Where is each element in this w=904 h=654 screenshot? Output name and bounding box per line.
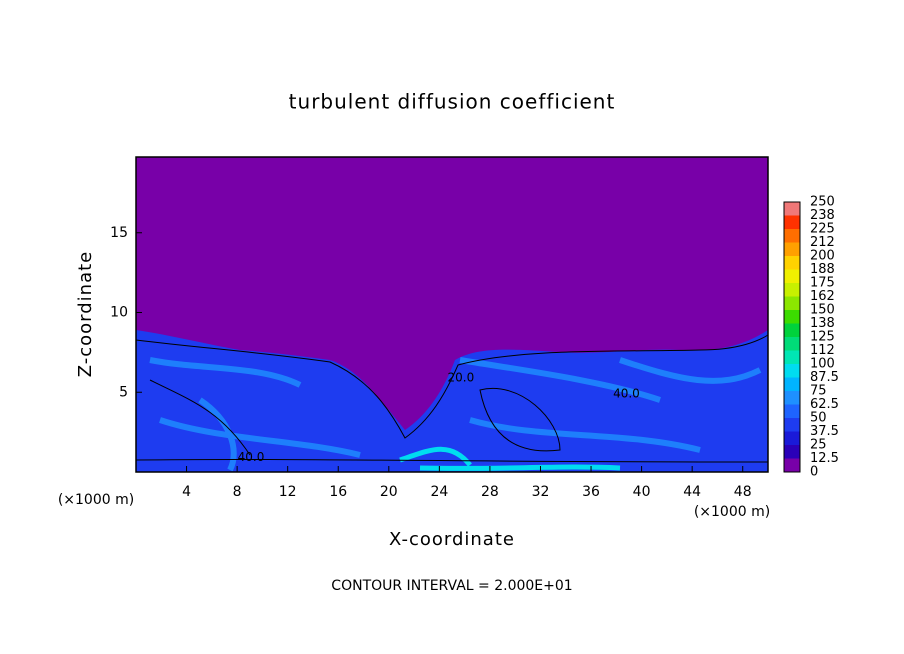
plot-frame xyxy=(135,156,769,473)
colorbar-label: 62.5 xyxy=(810,397,839,412)
colorbar-swatch xyxy=(784,364,800,378)
x-tick-label: 4 xyxy=(182,484,191,500)
colorbar-swatch xyxy=(784,242,800,256)
x-tick-label: 16 xyxy=(329,484,347,500)
footnote: CONTOUR INTERVAL = 2.000E+01 xyxy=(331,578,572,594)
colorbar-swatch xyxy=(784,458,800,472)
colorbar-swatch xyxy=(784,310,800,324)
x-tick-label: 12 xyxy=(279,484,297,500)
x-axis-label: X-coordinate xyxy=(389,529,515,550)
contour-label: 40.0 xyxy=(613,386,640,400)
colorbar-label: 87.5 xyxy=(810,370,839,385)
y-tick-label: 15 xyxy=(110,225,128,241)
colorbar-label: 0 xyxy=(810,465,818,480)
colorbar-label: 162 xyxy=(810,289,835,304)
colorbar-swatch xyxy=(784,404,800,418)
y-axis-label: Z-coordinate xyxy=(75,251,96,378)
colorbar-swatch xyxy=(784,350,800,364)
x-tick-label: 24 xyxy=(430,484,448,500)
x-tick-label: 8 xyxy=(233,484,242,500)
y-tick-label: 5 xyxy=(119,384,128,400)
colorbar-swatch xyxy=(784,283,800,297)
colorbar-swatch xyxy=(784,445,800,459)
x-tick-label: 32 xyxy=(532,484,550,500)
colorbar-swatch xyxy=(784,269,800,283)
contour-label: 40.0 xyxy=(238,450,265,464)
colorbar-label: 238 xyxy=(810,208,835,223)
x-unit: (×1000 m) xyxy=(694,504,770,520)
colorbar-swatch xyxy=(784,391,800,405)
colorbar-label: 250 xyxy=(810,195,835,210)
y-unit: (×1000 m) xyxy=(58,492,134,508)
field-streak xyxy=(149,357,762,472)
chart-title: turbulent diffusion coefficient xyxy=(289,90,616,114)
colorbar-frame xyxy=(783,201,801,473)
y-tick-label: 10 xyxy=(110,305,128,321)
colorbar-label: 25 xyxy=(810,438,827,453)
colorbar-label: 12.5 xyxy=(810,451,839,466)
colorbar-label: 175 xyxy=(810,276,835,291)
colorbar-swatch xyxy=(784,215,800,229)
colorbar-label: 112 xyxy=(810,343,835,358)
colorbar-label: 188 xyxy=(810,262,835,277)
colorbar-swatch xyxy=(784,256,800,270)
x-tick-label: 28 xyxy=(481,484,499,500)
colorbar-label: 37.5 xyxy=(810,424,839,439)
colorbar-label: 225 xyxy=(810,222,835,237)
colorbar-swatch xyxy=(784,431,800,445)
field-streak xyxy=(399,446,621,471)
colorbar-swatch xyxy=(784,202,800,216)
x-tick-label: 48 xyxy=(734,484,752,500)
colorbar-swatch xyxy=(784,377,800,391)
colorbar-swatch xyxy=(784,418,800,432)
x-tick-label: 44 xyxy=(683,484,701,500)
colorbar-swatch xyxy=(784,296,800,310)
contour-label: 20.0 xyxy=(447,370,474,384)
colorbar-label: 212 xyxy=(810,235,835,250)
colorbar-swatch xyxy=(784,229,800,243)
colorbar-swatch xyxy=(784,337,800,351)
colorbar-label: 100 xyxy=(810,357,835,372)
field xyxy=(135,157,769,472)
colorbar-swatch xyxy=(784,323,800,337)
colorbar-label: 200 xyxy=(810,249,835,264)
x-tick-label: 20 xyxy=(380,484,398,500)
colorbar-label: 50 xyxy=(810,411,827,426)
colorbar-label: 150 xyxy=(810,303,835,318)
x-tick-label: 36 xyxy=(582,484,600,500)
colorbar-label: 125 xyxy=(810,330,835,345)
x-tick-label: 40 xyxy=(633,484,651,500)
colorbar-label: 75 xyxy=(810,384,827,399)
colorbar-label: 138 xyxy=(810,316,835,331)
contour-line xyxy=(135,334,769,463)
